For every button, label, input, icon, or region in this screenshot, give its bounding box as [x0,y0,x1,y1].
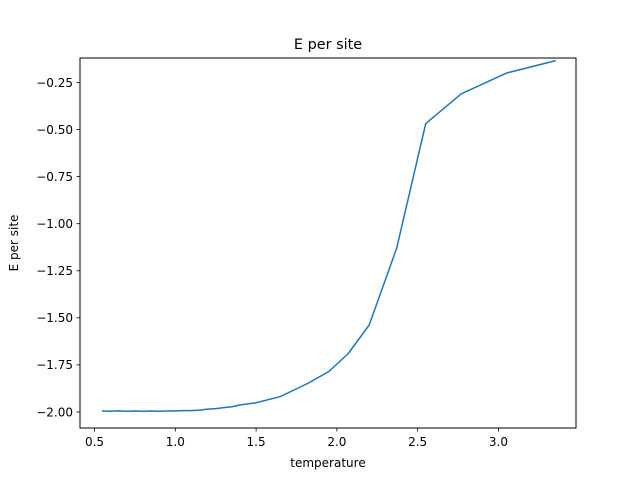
x-tick-label: 0.5 [85,435,104,449]
series-layer [101,59,556,412]
x-tick-label: 2.0 [327,435,346,449]
y-tick-label: −1.25 [36,264,73,278]
y-axis-label: E per site [7,215,21,272]
plot-frame [79,57,577,429]
x-axis-label: temperature [290,456,365,470]
x-tick-label: 2.5 [408,435,427,449]
x-tick-label: 3.0 [489,435,508,449]
series-line-0 [101,59,556,412]
chart-title: E per site [294,37,362,53]
x-axis-ticks: 0.5 1.0 1.5 2.0 2.5 3.0 [85,428,508,449]
x-tick-label: 1.0 [166,435,185,449]
y-tick-label: −1.50 [36,311,73,325]
y-tick-label: −0.75 [36,170,73,184]
y-tick-label: −1.75 [36,358,73,372]
y-axis-ticks: −2.00 −1.75 −1.50 −1.25 −1.00 −0.75 −0.50 −0.25 [36,76,80,419]
y-tick-label: −2.00 [36,405,73,419]
y-tick-label: −0.25 [36,76,73,90]
x-tick-label: 1.5 [247,435,266,449]
y-tick-label: −0.50 [36,123,73,137]
y-tick-label: −1.00 [36,217,73,231]
